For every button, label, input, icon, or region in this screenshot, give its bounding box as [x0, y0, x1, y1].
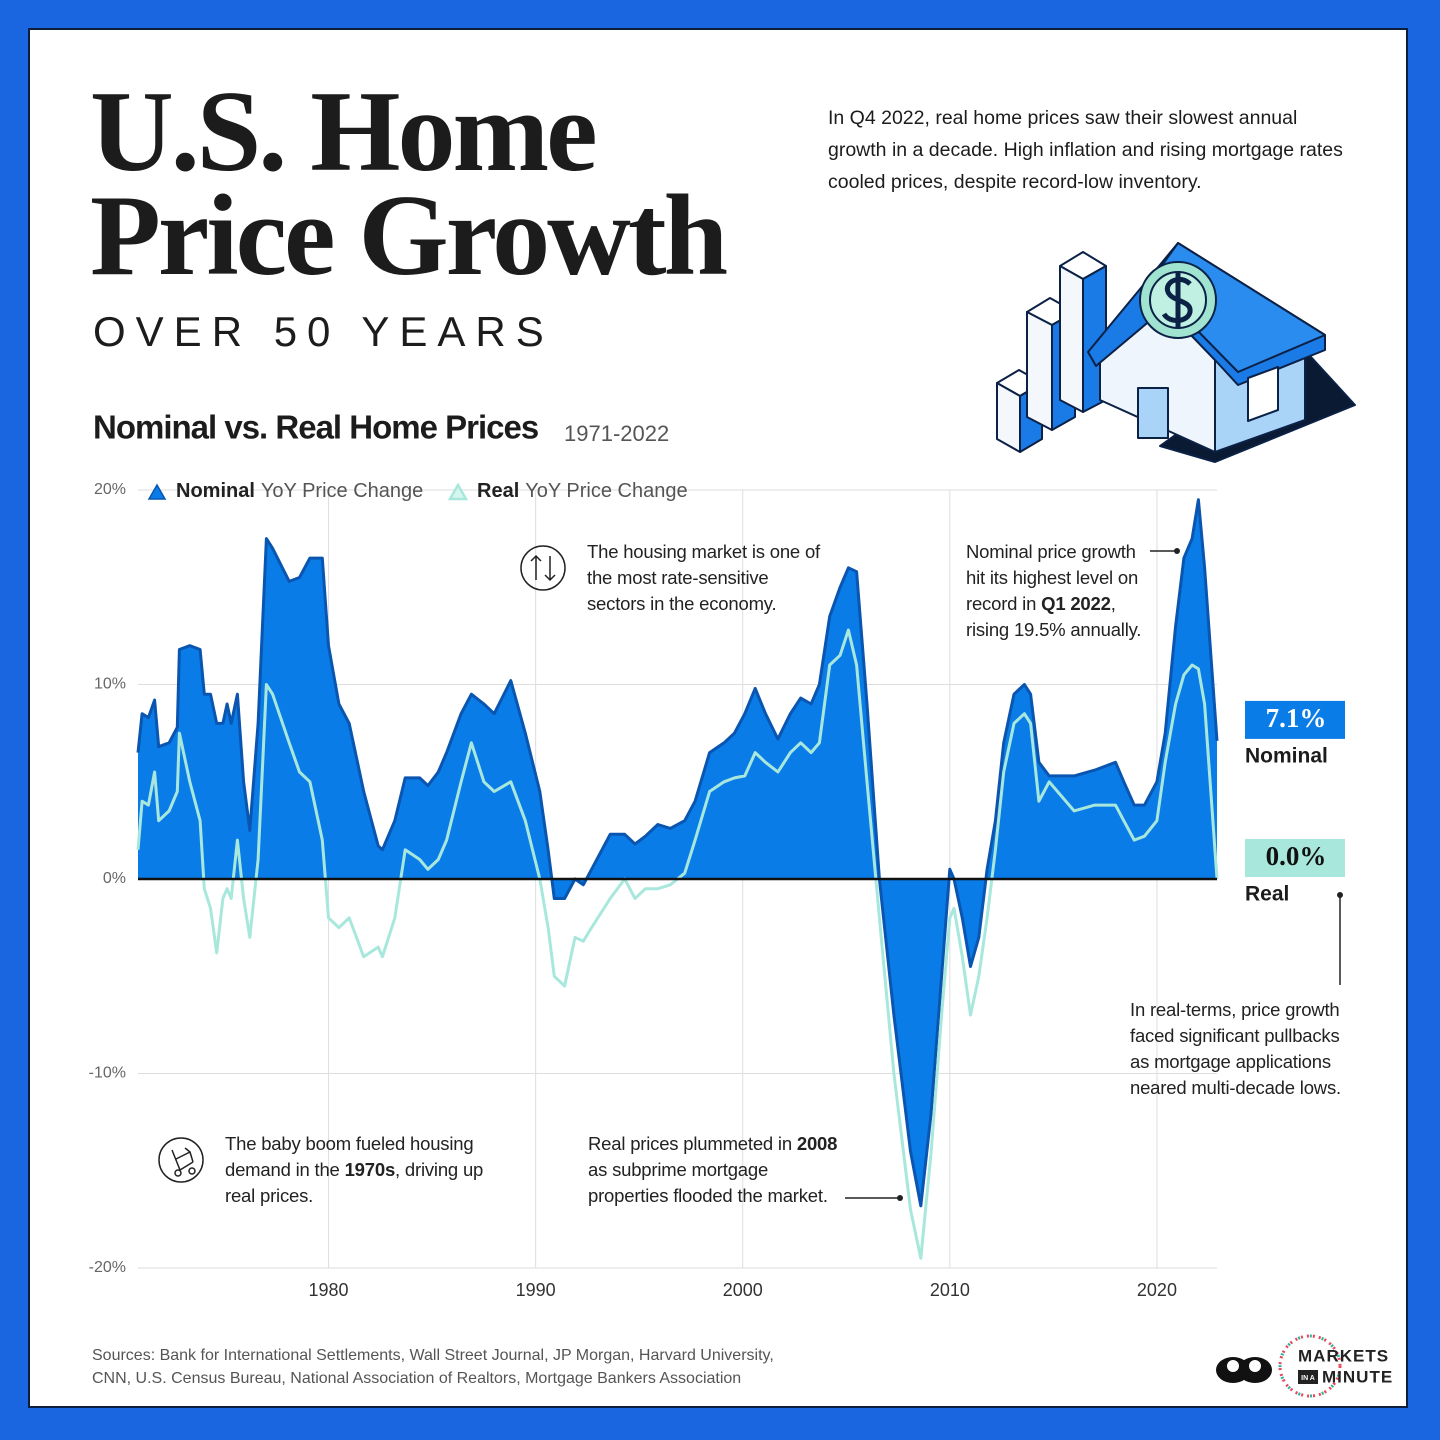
annotation-text: , driving up real prices.: [225, 1159, 484, 1206]
y-tick-label: -20%: [89, 1259, 126, 1276]
value-label-box: [1245, 839, 1345, 877]
annotation-text: Q1 2022: [1041, 593, 1111, 614]
area: [138, 499, 1217, 1206]
annotation: In real-terms, price growth faced signif…: [1130, 997, 1362, 1101]
chart-subtitle: 1971-2022: [564, 421, 669, 446]
legend-suffix: YoY Price Change: [261, 480, 423, 502]
y-tick-label: 0%: [103, 870, 126, 887]
marks: [136, 498, 1219, 1260]
legend-name: Nominal: [176, 480, 255, 502]
annotation-text: , rising 19.5% annually.: [966, 593, 1142, 640]
legend-entry: Nominal YoY Price Change: [176, 480, 423, 502]
sources: Sources: Bank for International Settleme…: [92, 1347, 774, 1387]
brand-text: MINUTE: [1322, 1367, 1393, 1386]
annotation-dots: [897, 548, 1343, 1201]
value-label-box: [1245, 700, 1345, 739]
legend-suffix: YoY Price Change: [525, 480, 687, 502]
annotation-text: The baby boom fueled housing demand in t…: [225, 1133, 474, 1180]
labels: -20% -10% 0% 10% 20% 1980 1990 2000 2010 2020 7.1%…: [89, 481, 1345, 1300]
annotation: Real prices plummeted in 2008 as subprim…: [588, 1131, 838, 1209]
brand-box: [1298, 1370, 1318, 1384]
brand-text: IN A: [1301, 1375, 1315, 1382]
annotation: The housing market is one of the most ra…: [587, 539, 822, 617]
x-tick-label: 1990: [516, 1280, 556, 1300]
annotation-text: Real prices plummeted in: [588, 1133, 797, 1154]
annotation-text: 2008: [796, 1133, 838, 1154]
annotation: Nominal price growth hit its highest lev…: [966, 539, 1156, 643]
y-tick-label: -10%: [89, 1065, 126, 1082]
x-tick-label: 1980: [309, 1280, 349, 1300]
legend-marker: [147, 483, 167, 500]
y-tick-label: 20%: [94, 481, 126, 498]
legend-name: Real: [477, 480, 519, 502]
legend-entry: Real YoY Price Change: [477, 480, 688, 502]
x-tick-label: 2000: [723, 1280, 763, 1300]
x-tick-label: 2010: [930, 1280, 970, 1300]
series-label: Real: [1245, 883, 1289, 906]
subtitle: OVER 50 YEARS: [93, 308, 554, 355]
legend-marker: [447, 482, 469, 501]
title: U.S. Home Price Growth: [90, 68, 728, 300]
annotation-text: as subprime mortgage properties flooded …: [588, 1159, 828, 1206]
legend: Nominal YoY Price Change Real YoY Price Ch…: [147, 480, 688, 502]
intro: In Q4 2022, real home prices saw their s…: [828, 107, 1343, 193]
annotation-text: Nominal price growth hit its highest lev…: [966, 541, 1139, 614]
brand-logo: MARKETS IN A MINUTE: [1216, 1334, 1393, 1398]
annotation-text: In real-terms, price growth faced signif…: [1130, 999, 1341, 1098]
brand-text: MARKETS: [1298, 1346, 1389, 1365]
series-label: Nominal: [1245, 744, 1328, 767]
annotation: The baby boom fueled housing demand in t…: [225, 1131, 487, 1209]
annotation-text: 1970s: [344, 1159, 396, 1180]
line: [136, 498, 1219, 1208]
line: [136, 628, 1219, 1260]
house-illustration: [996, 242, 1356, 463]
value-label: 7.1%: [1266, 703, 1327, 733]
value-label: 0.0%: [1266, 841, 1327, 871]
y-tick-label: 10%: [94, 676, 126, 693]
annotation-text: The housing market is one of the most ra…: [587, 541, 820, 614]
annotation-decor: [158, 545, 1341, 1199]
chart-title: Nominal vs. Real Home Prices: [93, 409, 538, 446]
x-tick-label: 2020: [1137, 1280, 1177, 1300]
